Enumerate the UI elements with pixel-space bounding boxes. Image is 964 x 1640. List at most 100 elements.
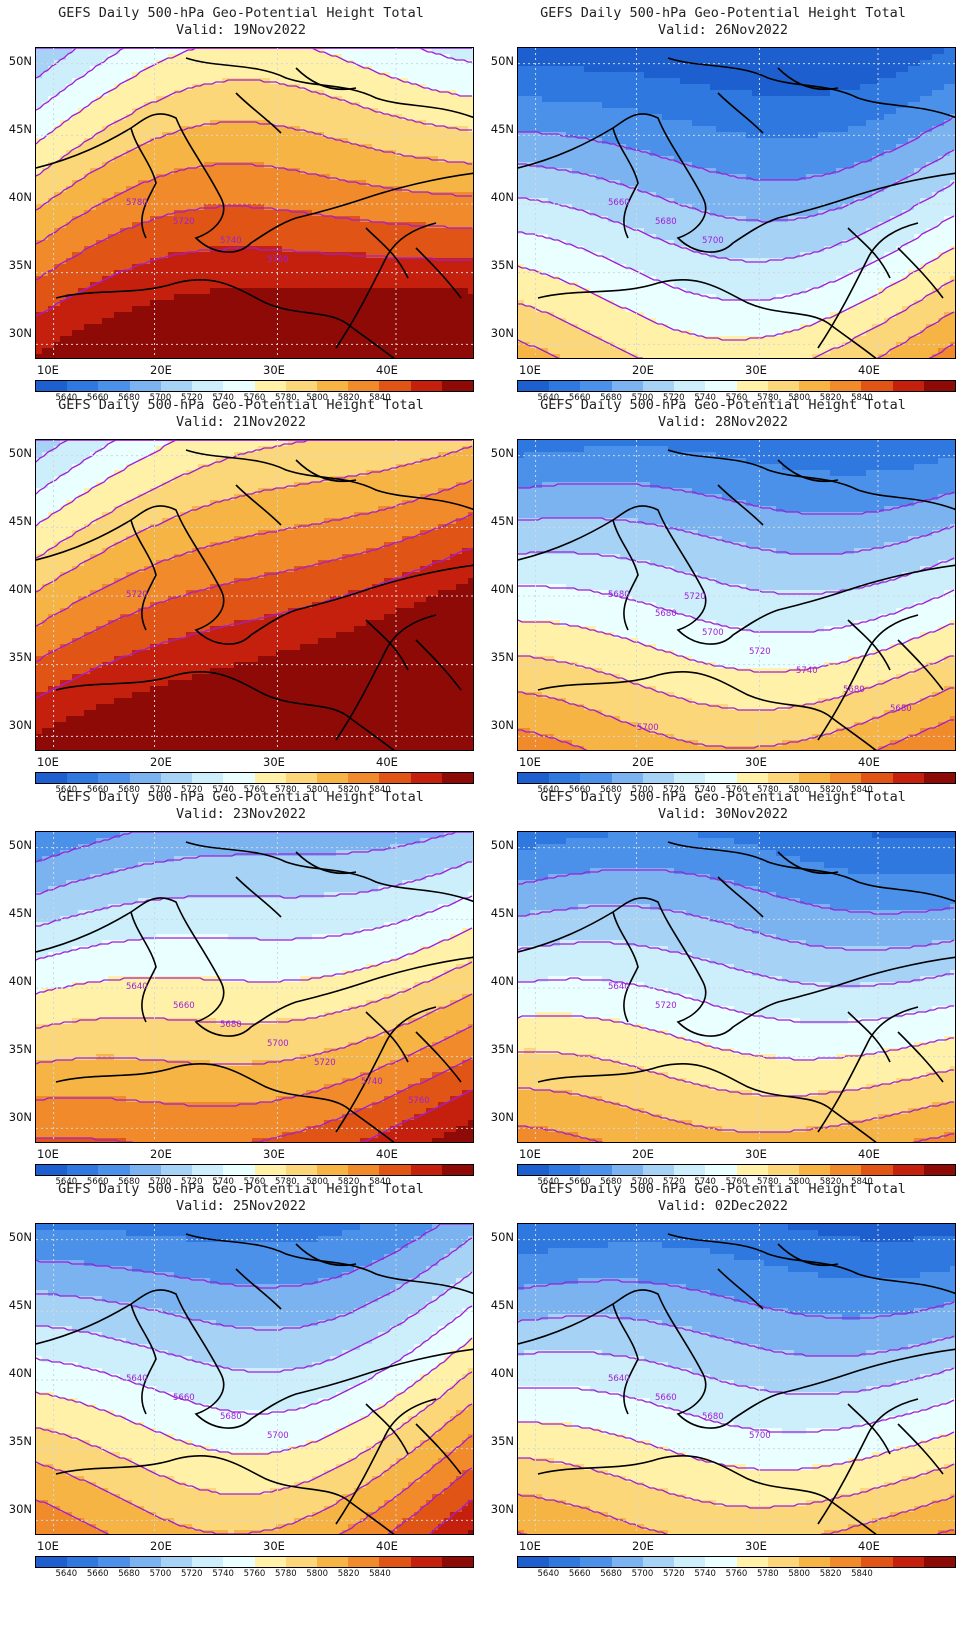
forecast-panel: GEFS Daily 500-hPa Geo-Potential Height … bbox=[0, 784, 482, 1194]
colorbar-swatch bbox=[410, 1557, 442, 1567]
colorbar-swatch bbox=[798, 773, 831, 783]
latitude-tick: 30N bbox=[2, 1110, 32, 1124]
colorbar bbox=[35, 1164, 474, 1176]
coastline bbox=[537, 671, 877, 750]
colorbar-swatch bbox=[441, 773, 474, 783]
coastline bbox=[847, 619, 944, 691]
colorbar-label: 5680 bbox=[118, 393, 140, 403]
colorbar-label: 5720 bbox=[663, 1177, 685, 1187]
colorbar-label: 5700 bbox=[632, 393, 654, 403]
contour-line bbox=[36, 1271, 473, 1373]
colorbar-label: 5660 bbox=[87, 785, 109, 795]
colorbar-label: 5780 bbox=[275, 1569, 297, 1579]
contour-line bbox=[518, 1529, 954, 1534]
longitude-tick: 30E bbox=[263, 363, 285, 377]
longitude-tick: 40E bbox=[858, 755, 880, 769]
contour-label: 5640 bbox=[608, 982, 630, 992]
contour-line bbox=[518, 1387, 955, 1433]
contour-line bbox=[518, 149, 955, 223]
colorbar-swatch bbox=[223, 1165, 255, 1175]
contour-line bbox=[518, 1421, 955, 1471]
coastline bbox=[235, 459, 357, 526]
longitude-tick: 20E bbox=[150, 1147, 172, 1161]
contour-line bbox=[36, 895, 473, 961]
contour-label: 5660 bbox=[608, 198, 630, 208]
colorbar bbox=[517, 1164, 956, 1176]
colorbar-swatch bbox=[441, 381, 474, 391]
colorbar-label: 5700 bbox=[150, 785, 172, 795]
colorbar-swatch bbox=[36, 773, 68, 783]
longitude-tick: 40E bbox=[858, 1147, 880, 1161]
colorbar-swatch bbox=[98, 773, 130, 783]
latitude-tick: 35N bbox=[484, 1434, 514, 1448]
colorbar-swatch bbox=[861, 1557, 893, 1567]
latitude-tick: 40N bbox=[2, 974, 32, 988]
colorbar-swatch bbox=[192, 1557, 224, 1567]
colorbar-swatch bbox=[160, 381, 193, 391]
contour-line bbox=[518, 215, 955, 301]
contour-label: 5720 bbox=[684, 592, 706, 602]
contour-line bbox=[928, 343, 955, 358]
colorbar-label: 5700 bbox=[632, 785, 654, 795]
latitude-tick: 50N bbox=[484, 54, 514, 68]
contour-label: 5680 bbox=[843, 685, 865, 695]
contour-line bbox=[518, 977, 954, 1023]
valid-date-label: Valid: 19Nov2022 bbox=[0, 22, 482, 38]
contour-line bbox=[518, 1279, 955, 1319]
latitude-tick: 45N bbox=[2, 514, 32, 528]
colorbar-swatch bbox=[767, 773, 799, 783]
colorbar-swatch bbox=[736, 1165, 768, 1175]
latitude-tick: 40N bbox=[484, 1366, 514, 1380]
colorbar-labels: 5640 5660 5680 5700 5720 5740 5760 5780 5800 5820… bbox=[517, 393, 956, 405]
colorbar-swatch bbox=[642, 1165, 675, 1175]
coastline bbox=[612, 1303, 639, 1415]
contour-line bbox=[518, 1015, 954, 1061]
latitude-tick: 40N bbox=[484, 974, 514, 988]
colorbar-swatch bbox=[674, 1557, 706, 1567]
coastline bbox=[518, 1289, 955, 1429]
coastline bbox=[130, 911, 157, 1023]
colorbar-labels: 5640 5660 5680 5700 5720 5740 5760 5780 5800 5820… bbox=[35, 1569, 474, 1581]
latitude-tick: 35N bbox=[2, 1434, 32, 1448]
colorbar-label: 5640 bbox=[538, 393, 560, 403]
colorbar-swatch bbox=[892, 773, 924, 783]
colorbar-swatch bbox=[285, 1165, 317, 1175]
contour-line bbox=[36, 1305, 473, 1415]
latitude-tick: 35N bbox=[484, 650, 514, 664]
colorbar-swatch bbox=[316, 773, 349, 783]
colorbar-swatch bbox=[129, 1557, 161, 1567]
colorbar-swatch bbox=[223, 381, 255, 391]
contour-line bbox=[518, 905, 955, 951]
colorbar-swatch bbox=[98, 381, 130, 391]
colorbar-swatch bbox=[379, 773, 411, 783]
colorbar-swatch bbox=[36, 1557, 68, 1567]
coastline bbox=[235, 1243, 357, 1310]
colorbar-labels: 5640 5660 5680 5700 5720 5740 5760 5780 5800 5820… bbox=[35, 1177, 474, 1189]
contour-line bbox=[36, 1057, 473, 1142]
contour-line bbox=[429, 1499, 473, 1534]
latitude-tick: 30N bbox=[2, 718, 32, 732]
colorbar-swatch bbox=[923, 381, 956, 391]
colorbar-label: 5680 bbox=[600, 1569, 622, 1579]
colorbar-swatch bbox=[410, 1165, 442, 1175]
latitude-tick: 35N bbox=[484, 1042, 514, 1056]
contour-label: 5720 bbox=[173, 217, 195, 227]
contour-label: 5660 bbox=[173, 1001, 195, 1011]
colorbar-swatch bbox=[861, 773, 893, 783]
latitude-tick: 50N bbox=[484, 1230, 514, 1244]
colorbar-label: 5660 bbox=[569, 785, 591, 795]
contour-line bbox=[36, 440, 472, 527]
colorbar-label: 5720 bbox=[181, 393, 203, 403]
contour-line bbox=[518, 181, 955, 263]
latitude-tick: 30N bbox=[2, 1502, 32, 1516]
coastline bbox=[55, 279, 395, 358]
contour-line bbox=[36, 48, 472, 111]
contour-line bbox=[518, 279, 955, 358]
colorbar-label: 5780 bbox=[275, 785, 297, 795]
contour-line bbox=[36, 247, 472, 317]
contour-line bbox=[36, 1237, 473, 1331]
colorbar-swatch bbox=[611, 1557, 643, 1567]
colorbar-swatch bbox=[892, 381, 924, 391]
latitude-tick: 45N bbox=[484, 514, 514, 528]
colorbar-swatch bbox=[705, 1165, 737, 1175]
